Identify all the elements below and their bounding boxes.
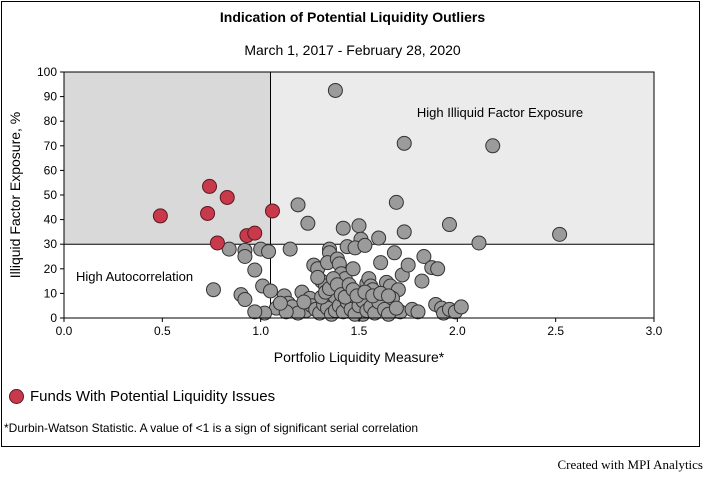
- x-tick-label: 1.5: [351, 324, 368, 338]
- x-tick-label: 3.0: [646, 324, 663, 338]
- footnote: *Durbin-Watson Statistic. A value of <1 …: [4, 421, 419, 435]
- data-point-highlight: [202, 178, 218, 194]
- data-point: [296, 294, 312, 310]
- data-point: [221, 241, 237, 257]
- data-point: [263, 283, 278, 299]
- y-tick-label: 80: [44, 114, 58, 128]
- data-point: [430, 261, 446, 277]
- y-axis-label: Illiquid Factor Exposure, %: [7, 112, 23, 279]
- data-point: [396, 224, 412, 240]
- data-point: [335, 220, 351, 236]
- annotation-high-autocorrelation: High Autocorrelation: [76, 269, 193, 284]
- data-point: [272, 295, 288, 311]
- data-point-highlight: [247, 225, 263, 241]
- x-tick-label: 0.5: [154, 324, 171, 338]
- data-point: [247, 304, 263, 320]
- x-tick-label: 1.0: [252, 324, 269, 338]
- data-point: [282, 241, 298, 257]
- data-point: [414, 273, 430, 289]
- data-point: [381, 288, 396, 304]
- x-tick-label: 2.5: [547, 324, 564, 338]
- data-point: [388, 194, 404, 210]
- y-tick-label: 0: [50, 311, 57, 325]
- data-point: [247, 262, 263, 278]
- x-axis-label: Portfolio Liquidity Measure*: [274, 349, 445, 365]
- data-point: [552, 226, 568, 242]
- data-point-highlight: [200, 205, 216, 221]
- legend-label: Funds With Potential Liquidity Issues: [30, 388, 276, 405]
- data-point: [441, 217, 457, 233]
- y-tick-label: 10: [44, 286, 58, 300]
- y-tick-label: 40: [44, 213, 58, 227]
- data-point: [453, 299, 469, 315]
- data-point-highlight: [209, 235, 225, 251]
- data-point: [410, 304, 426, 320]
- data-point: [396, 135, 412, 151]
- y-tick-label: 30: [44, 237, 58, 251]
- y-tick-label: 50: [44, 188, 58, 202]
- data-point: [371, 230, 387, 246]
- data-point: [485, 138, 501, 154]
- data-point-highlight: [219, 189, 235, 205]
- data-point: [386, 245, 402, 261]
- data-point: [327, 82, 343, 98]
- data-point: [373, 255, 389, 271]
- y-tick-label: 90: [44, 90, 58, 104]
- chart-title: Indication of Potential Liquidity Outlie…: [219, 9, 486, 25]
- legend-marker: [9, 389, 24, 404]
- data-point: [388, 300, 404, 316]
- data-point: [290, 197, 306, 213]
- data-point-highlight: [152, 208, 168, 224]
- data-point: [310, 269, 326, 285]
- credit-text: Created with MPI Analytics: [557, 457, 703, 472]
- data-point: [205, 282, 221, 298]
- y-tick-label: 20: [44, 262, 58, 276]
- y-tick-label: 70: [44, 139, 58, 153]
- annotation-high-exposure: High Illiquid Factor Exposure: [417, 105, 583, 120]
- x-tick-label: 2.0: [449, 324, 466, 338]
- chart-subtitle: March 1, 2017 - February 28, 2020: [244, 42, 461, 58]
- data-point: [237, 249, 253, 264]
- data-point: [416, 249, 432, 264]
- data-point: [400, 257, 416, 273]
- data-point: [237, 292, 253, 308]
- data-point: [471, 235, 487, 251]
- data-point: [300, 215, 316, 231]
- data-point: [345, 261, 361, 277]
- data-point: [351, 218, 367, 234]
- data-point: [261, 244, 277, 260]
- y-tick-label: 100: [37, 65, 57, 79]
- data-point-highlight: [264, 203, 280, 219]
- legend: Funds With Potential Liquidity Issues: [9, 388, 275, 405]
- x-tick-label: 0.0: [56, 324, 73, 338]
- data-point: [357, 237, 373, 253]
- y-tick-label: 60: [44, 163, 58, 177]
